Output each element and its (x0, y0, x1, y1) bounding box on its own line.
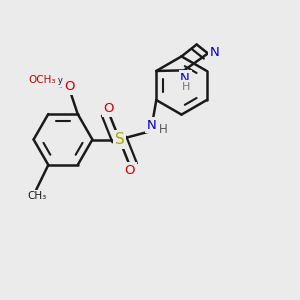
Text: H: H (182, 82, 190, 92)
Text: N: N (147, 118, 156, 132)
Text: OCH₃: OCH₃ (29, 75, 56, 85)
Text: H: H (159, 123, 168, 136)
Text: O: O (104, 102, 114, 115)
Text: methoxy: methoxy (26, 76, 63, 85)
Text: O: O (64, 80, 74, 94)
Text: N: N (180, 72, 190, 85)
Text: S: S (115, 132, 124, 147)
Text: N: N (210, 46, 220, 59)
Text: CH₃: CH₃ (28, 191, 47, 202)
Text: O: O (64, 80, 75, 93)
Text: O: O (125, 164, 135, 177)
